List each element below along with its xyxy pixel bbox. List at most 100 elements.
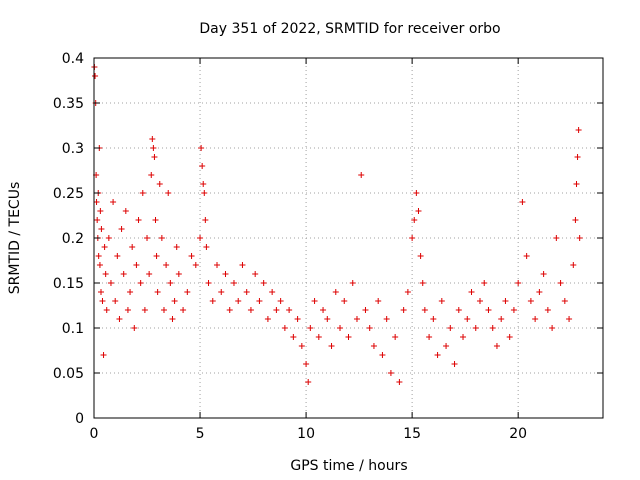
data-point <box>434 352 441 358</box>
data-point <box>169 316 176 322</box>
data-point <box>349 280 356 286</box>
data-point <box>387 370 394 376</box>
data-point <box>141 307 148 313</box>
data-point <box>345 334 352 340</box>
data-point <box>419 280 426 286</box>
data-point <box>328 343 335 349</box>
data-point <box>222 271 229 277</box>
data-point <box>523 253 530 259</box>
data-point <box>413 190 420 196</box>
data-point <box>320 307 327 313</box>
data-point <box>205 280 212 286</box>
data-point <box>485 307 492 313</box>
data-point <box>118 226 125 232</box>
data-point <box>209 298 216 304</box>
data-point <box>353 316 360 322</box>
data-point <box>135 217 142 223</box>
data-point <box>426 334 433 340</box>
data-point <box>92 73 99 79</box>
data-point <box>247 307 254 313</box>
data-point <box>95 253 102 259</box>
data-point <box>94 217 101 223</box>
data-point <box>144 235 151 241</box>
data-point <box>400 307 407 313</box>
data-point <box>290 334 297 340</box>
data-point <box>153 253 160 259</box>
data-point <box>97 208 104 214</box>
data-point <box>573 181 580 187</box>
data-point <box>154 289 161 295</box>
data-point <box>173 244 180 250</box>
y-tick-label: 0.3 <box>62 141 84 157</box>
y-axis-label: SRMTID / TECUs <box>7 182 23 295</box>
data-point <box>192 262 199 268</box>
data-point <box>502 298 509 304</box>
data-point <box>120 271 127 277</box>
data-point <box>358 172 365 178</box>
axes: 0 0.05 0.1 0.15 0.2 0.25 0.3 0.35 0.4 0 5 10 15 20 <box>53 51 603 442</box>
data-point <box>184 289 191 295</box>
data-point <box>379 352 386 358</box>
data-point <box>93 199 100 205</box>
data-point <box>188 253 195 259</box>
data-point <box>100 352 107 358</box>
data-point <box>264 316 271 322</box>
data-point <box>277 298 284 304</box>
data-point <box>464 316 471 322</box>
chart-title: Day 351 of 2022, SRMTID for receiver orb… <box>199 21 500 37</box>
data-point <box>107 280 114 286</box>
data-point <box>102 271 109 277</box>
data-point <box>315 334 322 340</box>
data-point <box>239 262 246 268</box>
data-point <box>455 307 462 313</box>
data-point <box>303 361 310 367</box>
data-point <box>411 217 418 223</box>
data-point <box>175 271 182 277</box>
data-point <box>481 280 488 286</box>
data-point <box>171 298 178 304</box>
x-tick-label: 5 <box>196 426 205 442</box>
x-axis-label: GPS time / hours <box>290 458 407 474</box>
data-point <box>472 325 479 331</box>
y-tick-label: 0 <box>75 411 84 427</box>
data-point <box>489 325 496 331</box>
data-point <box>167 280 174 286</box>
y-tick-label: 0.05 <box>53 366 84 382</box>
data-point <box>498 316 505 322</box>
y-tick-label: 0.15 <box>53 276 84 292</box>
data-point <box>133 262 140 268</box>
data-point <box>553 235 560 241</box>
data-point <box>97 289 104 295</box>
data-point <box>549 325 556 331</box>
data-point <box>294 316 301 322</box>
data-point <box>146 271 153 277</box>
data-point <box>163 262 170 268</box>
data-point <box>519 199 526 205</box>
data-point <box>256 298 263 304</box>
data-point <box>575 127 582 133</box>
y-tick-label: 0.35 <box>53 96 84 112</box>
data-point <box>510 307 517 313</box>
data-point <box>375 298 382 304</box>
y-tick-label: 0.2 <box>62 231 84 247</box>
data-point <box>137 280 144 286</box>
data-point <box>151 154 158 160</box>
data-point <box>572 217 579 223</box>
data-point <box>370 343 377 349</box>
data-point <box>392 334 399 340</box>
data-point <box>252 271 259 277</box>
data-point <box>116 316 123 322</box>
data-point <box>409 235 416 241</box>
data-point <box>139 190 146 196</box>
data-point <box>103 307 110 313</box>
data-point <box>576 235 583 241</box>
data-point <box>417 253 424 259</box>
data-point <box>201 190 208 196</box>
y-tick-label: 0.4 <box>62 51 84 67</box>
data-point <box>337 325 344 331</box>
data-point <box>260 280 267 286</box>
data-point <box>383 316 390 322</box>
data-point <box>532 316 539 322</box>
data-point <box>415 208 422 214</box>
data-point <box>197 235 204 241</box>
